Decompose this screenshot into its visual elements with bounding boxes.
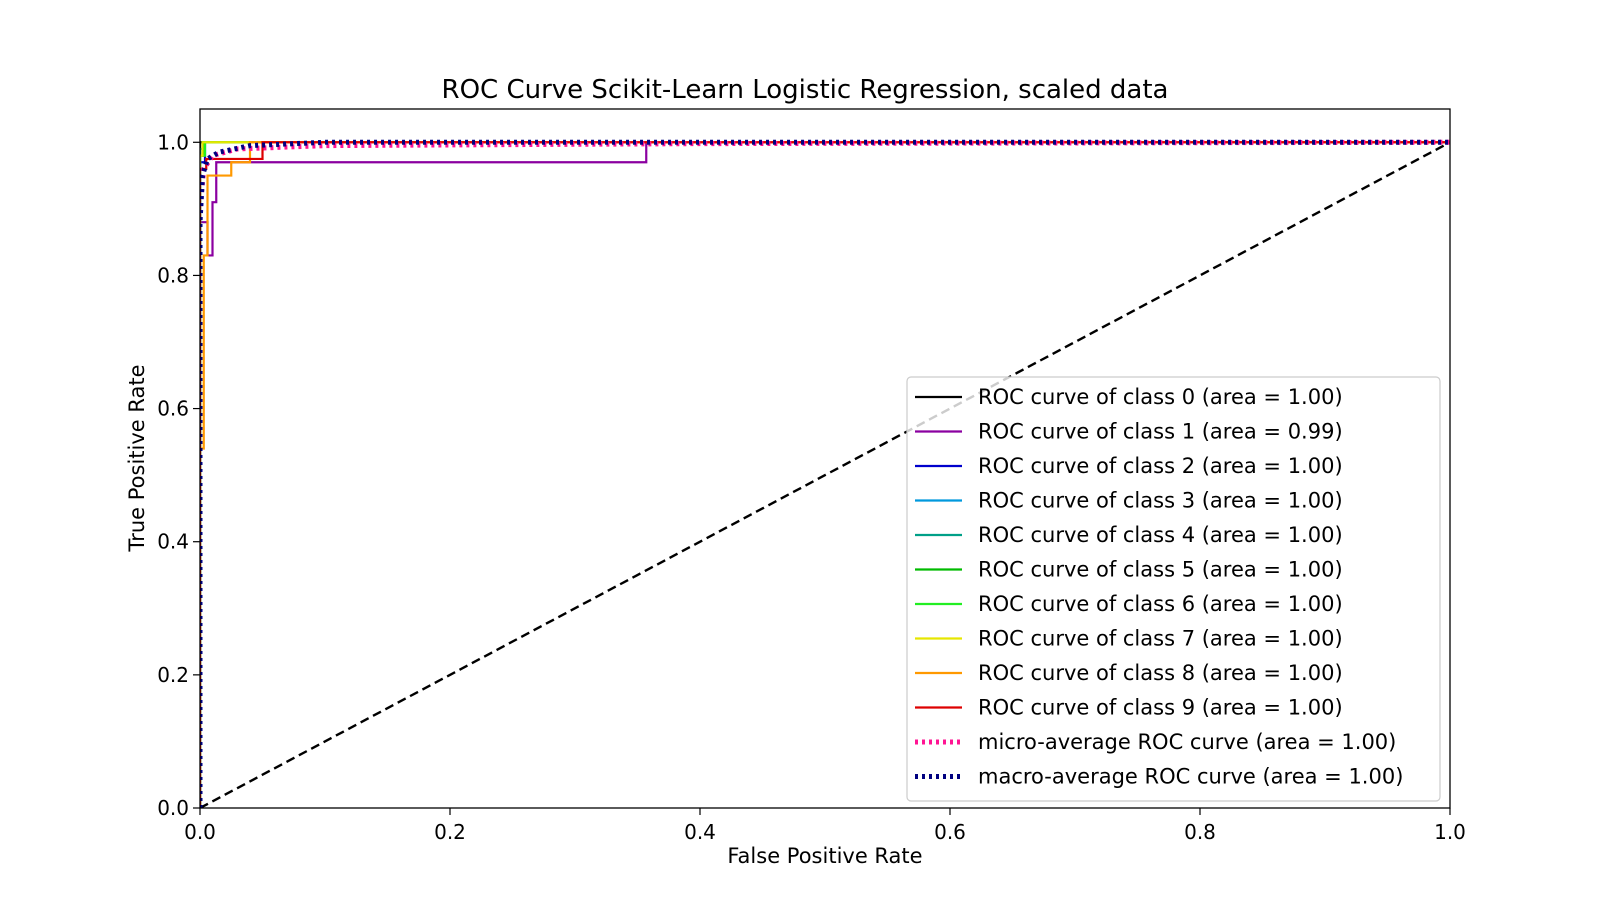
- series-line-macro-average-roc-curve: [200, 139, 1450, 808]
- legend-entry-label: micro-average ROC curve (area = 1.00): [978, 730, 1396, 754]
- x-tick-label: 1.0: [1434, 820, 1466, 844]
- y-tick-label: 0.6: [157, 397, 189, 421]
- legend-entry-label: macro-average ROC curve (area = 1.00): [978, 765, 1403, 789]
- legend-entry-label: ROC curve of class 2 (area = 1.00): [978, 454, 1343, 478]
- plot-frame: [199, 108, 1451, 809]
- y-axis-label: True Positive Rate: [125, 364, 149, 552]
- series-line-roc-curve-of-class-9: [200, 141, 1450, 808]
- legend-entry-label: ROC curve of class 7 (area = 1.00): [978, 627, 1343, 651]
- chart-title: ROC Curve Scikit-Learn Logistic Regressi…: [442, 75, 1169, 105]
- x-tick-label: 0.8: [1184, 820, 1216, 844]
- legend-entry-label: ROC curve of class 9 (area = 1.00): [978, 696, 1343, 720]
- legend-entry-label: ROC curve of class 3 (area = 1.00): [978, 489, 1343, 513]
- series-line-roc-curve-of-class-1: [200, 141, 1450, 808]
- x-axis-label: False Positive Rate: [727, 844, 922, 868]
- reference-diagonal-line: [200, 141, 1450, 808]
- x-tick-label: 0.2: [434, 820, 466, 844]
- legend-entry-label: ROC curve of class 8 (area = 1.00): [978, 661, 1343, 685]
- y-tick-label: 0.0: [157, 796, 189, 820]
- legend-box: [906, 376, 1441, 802]
- legend-entry-label: ROC curve of class 4 (area = 1.00): [978, 523, 1343, 547]
- x-tick-label: 0.6: [934, 820, 966, 844]
- y-tick-label: 1.0: [157, 130, 189, 154]
- legend: ROC curve of class 0 (area = 1.00) ROC cu…: [906, 376, 1441, 802]
- x-axis: 0.0 0.2 0.4 0.6 0.8 1.0: [184, 808, 1466, 844]
- legend-entry-label: ROC curve of class 1 (area = 0.99): [978, 420, 1343, 444]
- x-tick-label: 0.4: [684, 820, 716, 844]
- legend-entry-label: ROC curve of class 0 (area = 1.00): [978, 385, 1343, 409]
- legend-entry-label: ROC curve of class 6 (area = 1.00): [978, 592, 1343, 616]
- legend-entry-label: ROC curve of class 5 (area = 1.00): [978, 558, 1343, 582]
- x-tick-label: 0.0: [184, 820, 216, 844]
- y-tick-label: 0.2: [157, 663, 189, 687]
- y-tick-label: 0.4: [157, 530, 189, 554]
- y-tick-label: 0.8: [157, 263, 189, 287]
- y-axis: 0.0 0.2 0.4 0.6 0.8 1.0: [157, 130, 200, 820]
- curves-layer: [200, 139, 1450, 808]
